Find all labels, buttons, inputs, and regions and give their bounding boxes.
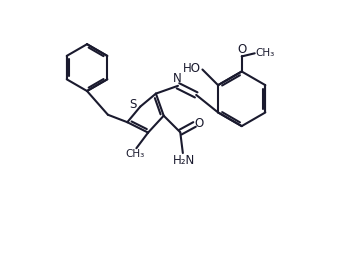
Text: CH₃: CH₃ — [255, 48, 274, 58]
Text: N: N — [173, 72, 182, 85]
Text: CH₃: CH₃ — [125, 149, 145, 159]
Text: H₂N: H₂N — [173, 154, 195, 167]
Text: O: O — [237, 43, 246, 56]
Text: HO: HO — [183, 62, 201, 75]
Text: S: S — [129, 98, 137, 111]
Text: O: O — [194, 117, 203, 130]
